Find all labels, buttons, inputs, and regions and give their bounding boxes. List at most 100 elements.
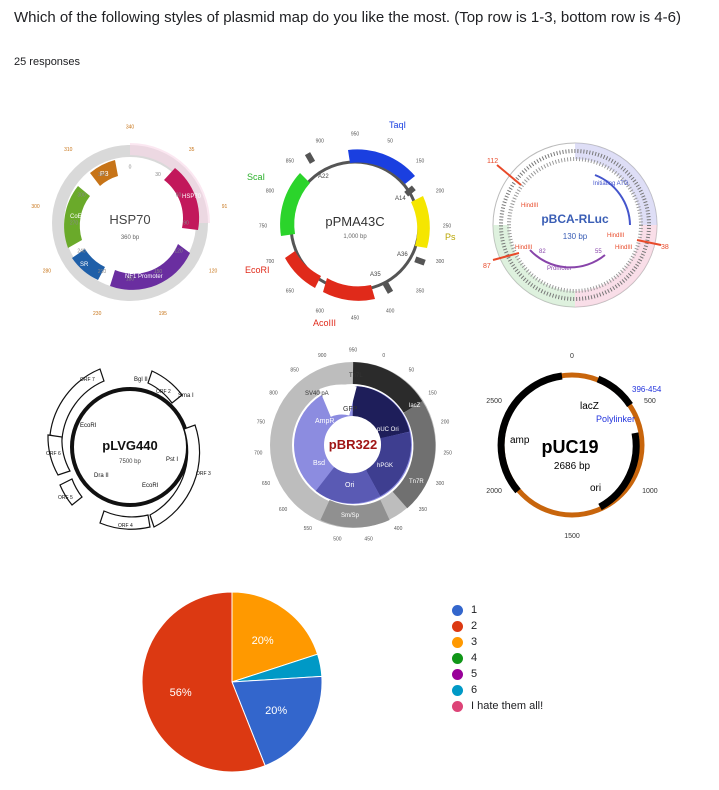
pie-slice-2 [141, 591, 266, 773]
pbr-outer-smsp: Sm/Sp [341, 513, 360, 519]
pbca-hindiii-2: HindIII [607, 233, 625, 239]
ppma43c-tick-10: 650 [286, 289, 295, 295]
puc-feature-polylinker: Polylinker [596, 414, 635, 424]
pie-slice-3 [231, 591, 319, 683]
pbr-inner-bsd: Bsd [313, 460, 325, 467]
plasmid-map-ppma43c: pPMA43C 1,000 bp TaqI Ps AcoIII EcoRI Sc… [245, 120, 456, 328]
ppma43c-tick-0: 950 [351, 132, 360, 138]
ppma43c-tick-9: 600 [316, 309, 325, 315]
pbca-number-55: 55 [595, 249, 602, 255]
legend-item-2: 2 [452, 618, 543, 634]
hsp70-tick-10: 300 [77, 193, 86, 199]
pbr322-tick-7: 350 [419, 507, 428, 513]
puc19-tick-1: 500 [644, 398, 656, 405]
hsp70-tick-6: 180 [126, 277, 135, 283]
plvg-orf-7: ORF 7 [80, 377, 95, 383]
ppma43c-tick-7: 400 [386, 309, 395, 315]
puc-feature-amp: amp [510, 435, 530, 446]
ppma43c-feature-a35: A35 [370, 272, 381, 278]
pbr322-tick-14: 700 [254, 451, 263, 457]
ppma43c-tick-11: 700 [266, 259, 275, 265]
ppma43c-tick-2: 150 [416, 159, 425, 165]
plvg-orf-5: ORF 5 [58, 495, 73, 501]
puc19-tick-3: 1500 [564, 533, 580, 540]
hsp70-tick-3: 90 [183, 221, 189, 227]
pbr322-tick-12: 600 [279, 507, 288, 513]
hsp70-feature-p3: P3 [100, 171, 109, 178]
ppma43c-site-taqi: TaqI [389, 120, 406, 130]
pbca-number-82: 82 [539, 249, 546, 255]
puc19-tick-4: 2000 [486, 488, 502, 495]
puc-feature-lacz: lacZ [580, 401, 599, 412]
hsp70-tick-4: 120 [174, 249, 183, 255]
pbr322-tick-1: 0 [382, 353, 385, 359]
ppma43c-tick-14: 850 [286, 159, 295, 165]
chart-legend: 1 2 3 4 5 6 I hate them all! [452, 602, 543, 714]
hsp70-feature-sr: SR [80, 262, 89, 268]
hsp70-tick-labels: 0 30 60 90 120 150 180 210 240 270 300 330 [70, 165, 189, 283]
plvg-site-ecori-2: EcoRI [142, 483, 159, 489]
pbr-inner-gfp: GFP [343, 406, 358, 413]
plvg-orf-2: ORF 2 [156, 389, 171, 395]
plvg-site-bglii: Bgl II [134, 377, 148, 383]
plasmid-map-puc19: pUC19 2686 bp lacZ Polylinker 396-454 am… [486, 353, 662, 540]
ppma43c-tick-3: 200 [436, 189, 445, 195]
ppma43c-size: 1,000 bp [343, 234, 367, 240]
pbr322-tick-18: 900 [318, 353, 327, 359]
hsp70-marker-6: 280 [43, 269, 52, 275]
ppma43c-tick-8: 450 [351, 316, 360, 322]
pie-slice-labels: 20% 20% 56% [170, 635, 288, 717]
hsp70-feature-coe1: CoE1 Ori [70, 214, 95, 220]
pbca-feature-promoter: Promoter [547, 266, 572, 272]
ppma43c-site-scai: ScaI [247, 172, 265, 182]
ppma43c-tick-13: 800 [266, 189, 275, 195]
pbca-number-38: 38 [661, 244, 669, 251]
legend-swatch [452, 652, 463, 664]
ppma43c-tick-4: 250 [443, 224, 452, 230]
puc-feature-ori: ori [590, 483, 601, 494]
ppma43c-tick-6: 350 [416, 289, 425, 295]
pbr322-tick-13: 650 [262, 481, 271, 487]
hsp70-marker-5: 230 [93, 311, 102, 317]
legend-label: 3 [471, 636, 478, 648]
pbca-name: pBCA-RLuc [541, 212, 609, 226]
puc-name: pUC19 [541, 437, 598, 457]
ppma43c-feature-a14: A14 [395, 196, 406, 202]
pbr-outer-sv40: SV40 pA [305, 391, 329, 397]
legend-item-7: I hate them all! [452, 698, 543, 714]
ppma43c-tick-5: 300 [436, 259, 445, 265]
pbr322-tick-10: 500 [333, 536, 342, 542]
puc-size: 2686 bp [554, 461, 591, 472]
pbr322-tick-15: 750 [257, 419, 266, 425]
hsp70-tick-7: 210 [98, 269, 107, 275]
plvg-site-draii: Dra II [94, 473, 109, 479]
pbr-outer-lacz: lacZ [409, 403, 421, 409]
pie-slices [141, 591, 323, 773]
legend-swatch [452, 684, 463, 696]
pie-label-2: 56% [170, 687, 192, 699]
hsp70-tick-11: 330 [98, 172, 107, 178]
pbca-number-87: 87 [483, 263, 491, 270]
pbr322-tick-4: 200 [441, 419, 450, 425]
puc19-tick-5: 2500 [486, 398, 502, 405]
pbr-outer-tn7r: Tn7R [409, 479, 424, 485]
plasmid-map-plvg440: pLVG440 7500 bp Bgl II Sma I EcoRI Pst I… [46, 368, 211, 530]
legend-swatch [452, 700, 463, 712]
legend-label: 1 [471, 604, 478, 616]
pbca-size: 130 bp [563, 232, 588, 241]
ppma43c-tick-1: 50 [387, 139, 393, 145]
pbr322-tick-0: 950 [349, 348, 358, 354]
legend-swatch [452, 620, 463, 632]
pie-slice-1 [231, 675, 323, 767]
ppma43c-tick-labels: 950 50 150 200 250 300 350 400 450 600 650 700 750 80… [259, 132, 452, 322]
pbr322-tick-11: 550 [304, 526, 313, 532]
hsp70-marker-4: 195 [159, 311, 168, 317]
legend-label: 5 [471, 668, 478, 680]
hsp70-tick-8: 240 [77, 249, 86, 255]
plvg-site-psti: Pst I [166, 457, 178, 463]
plvg-name: pLVG440 [102, 438, 157, 453]
hsp70-feature-hsp70: HSP70 [182, 194, 202, 200]
pbca-number-112: 112 [487, 158, 498, 165]
pbr322-tick-labels: 950 0 50 150 200 250 300 350 400 450 500 550 600 650 7… [254, 348, 452, 543]
